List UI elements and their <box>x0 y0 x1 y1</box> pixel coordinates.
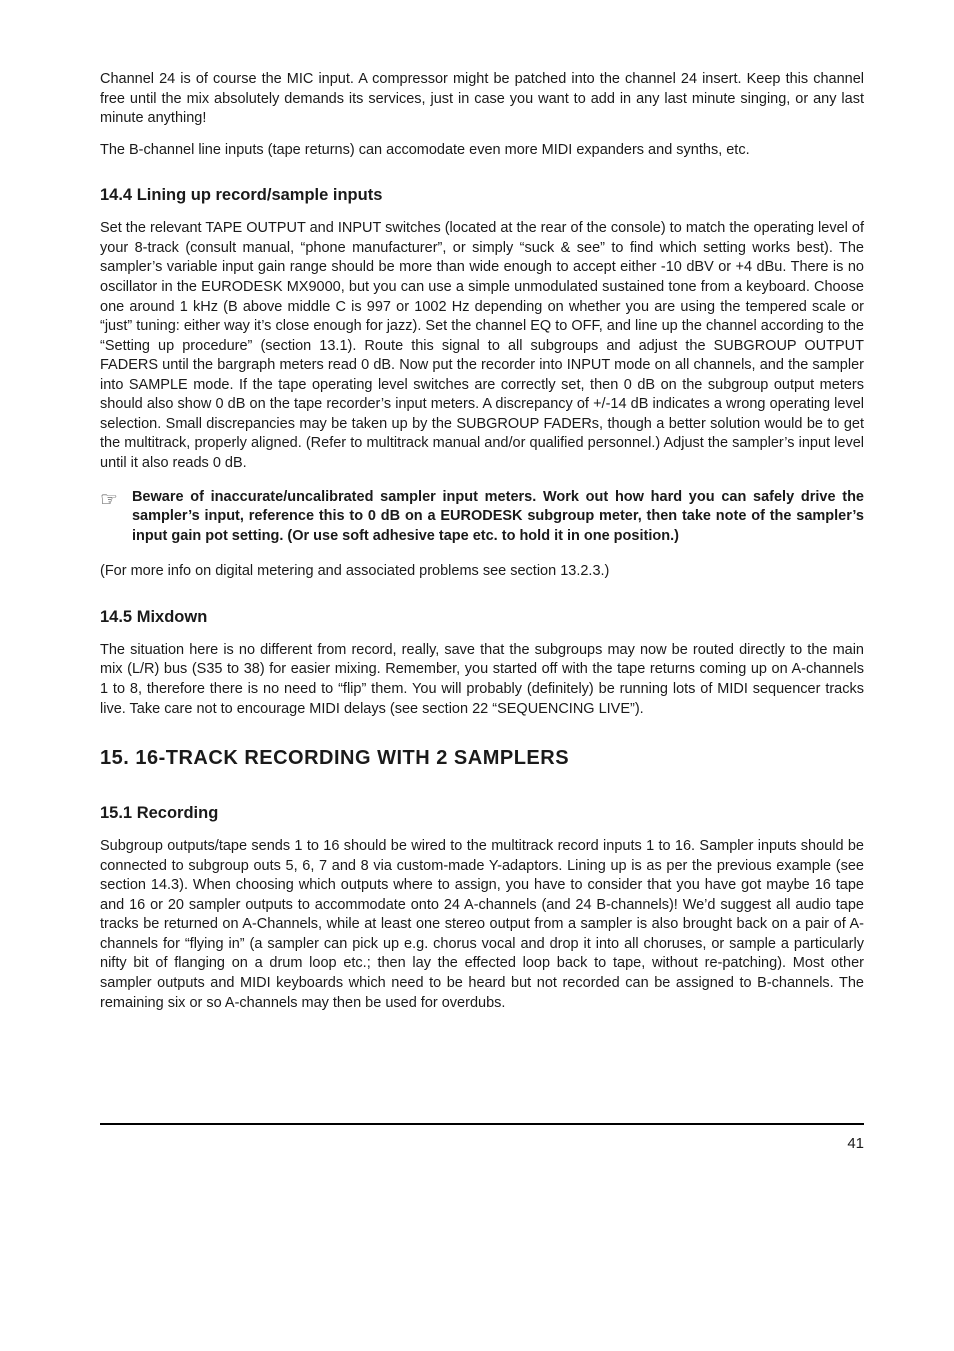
body-paragraph: Subgroup outputs/tape sends 1 to 16 shou… <box>100 837 864 1013</box>
body-paragraph: (For more info on digital metering and a… <box>100 562 864 582</box>
pointing-hand-icon: ☞ <box>100 488 118 547</box>
body-paragraph: The situation here is no different from … <box>100 641 864 719</box>
footer-rule <box>100 1123 864 1125</box>
heading-15: 15. 16-TRACK RECORDING WITH 2 SAMPLERS <box>100 747 864 770</box>
page-number: 41 <box>100 1135 864 1152</box>
heading-15-1: 15.1 Recording <box>100 804 864 823</box>
heading-14-5: 14.5 Mixdown <box>100 608 864 627</box>
body-paragraph: Set the relevant TAPE OUTPUT and INPUT s… <box>100 219 864 473</box>
document-page: Channel 24 is of course the MIC input. A… <box>0 0 954 1351</box>
heading-14-4: 14.4 Lining up record/sample inputs <box>100 186 864 205</box>
note-text: Beware of inaccurate/uncalibrated sample… <box>132 488 864 547</box>
body-paragraph: The B-channel line inputs (tape returns)… <box>100 141 864 161</box>
note-block: ☞ Beware of inaccurate/uncalibrated samp… <box>100 488 864 547</box>
body-paragraph: Channel 24 is of course the MIC input. A… <box>100 70 864 129</box>
